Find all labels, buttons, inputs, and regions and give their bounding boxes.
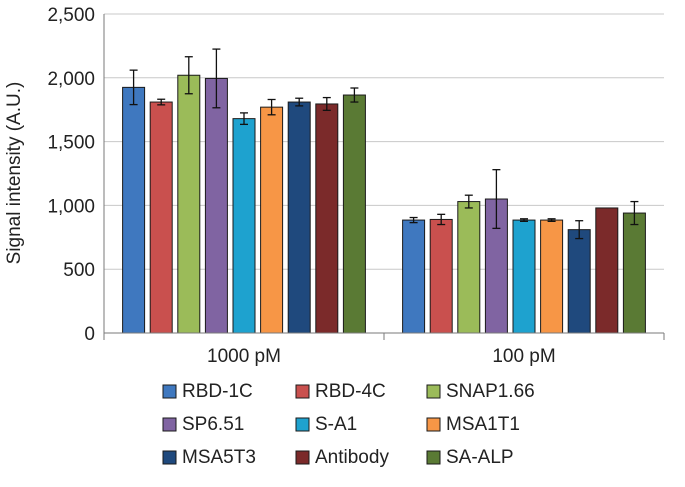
legend-swatch <box>295 450 310 465</box>
legend: RBD-1C RBD-4C SNAP1.66 SP6.51 S-A1 MSA1T1 MSA5… <box>162 381 535 468</box>
bar <box>204 77 228 334</box>
bar <box>315 103 339 334</box>
bar <box>260 106 284 334</box>
legend-label: MSA5T3 <box>182 447 256 468</box>
y-tick-label: 2,000 <box>47 69 95 90</box>
bar <box>232 118 256 334</box>
bar <box>122 86 146 334</box>
legend-label: MSA1T1 <box>446 414 520 435</box>
y-tick-label: 1,000 <box>47 196 95 217</box>
axes <box>103 14 665 340</box>
bar <box>342 94 366 334</box>
legend-swatch <box>295 384 310 399</box>
bar <box>622 212 646 334</box>
legend-label: SA-ALP <box>446 447 514 468</box>
x-tick-label: 1000 pM <box>207 346 281 367</box>
legend-swatch <box>426 384 441 399</box>
y-tick-label: 1,500 <box>47 133 95 154</box>
y-axis-title: Signal intensity (A.U.) <box>4 82 25 265</box>
legend-label: SNAP1.66 <box>446 381 535 402</box>
bars <box>122 48 646 334</box>
axis-labels: 0 500 1,000 1,500 2,000 2,500 1000 pM 100 pM <box>47 5 555 367</box>
legend-label: RBD-4C <box>315 381 386 402</box>
legend-label: S-A1 <box>315 414 357 435</box>
bar <box>567 229 591 334</box>
y-tick-label: 0 <box>84 324 95 345</box>
bar <box>595 207 619 334</box>
bar <box>457 201 481 334</box>
bar <box>402 219 426 334</box>
y-tick-label: 2,500 <box>47 5 95 26</box>
legend-swatch <box>162 450 177 465</box>
bar <box>287 101 311 334</box>
legend-swatch <box>426 450 441 465</box>
bar <box>177 74 201 334</box>
legend-swatch <box>162 384 177 399</box>
legend-label: SP6.51 <box>182 414 244 435</box>
bar <box>149 101 173 334</box>
legend-swatch <box>426 417 441 432</box>
legend-label: RBD-1C <box>182 381 253 402</box>
legend-swatch <box>162 417 177 432</box>
y-tick-label: 500 <box>63 260 95 281</box>
legend-label: Antibody <box>315 447 389 468</box>
x-tick-label: 100 pM <box>492 346 555 367</box>
bar <box>540 219 564 334</box>
bar <box>512 219 536 334</box>
legend-swatch <box>295 417 310 432</box>
bar <box>429 218 453 334</box>
